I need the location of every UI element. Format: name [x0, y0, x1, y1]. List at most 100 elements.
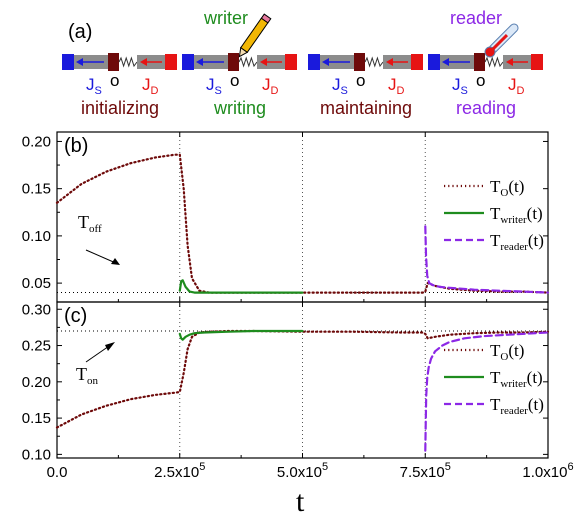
- source-arrowhead-3: [442, 58, 449, 66]
- spring-0: [118, 56, 138, 68]
- spring-2: [364, 56, 384, 68]
- js-label-3: JS: [452, 75, 468, 97]
- js-sub-2: S: [341, 85, 348, 97]
- y-tick-label-c-2: 0.20: [22, 374, 51, 391]
- legend-suffix-b-1: (t): [527, 204, 543, 223]
- x-axis-label: t: [296, 485, 305, 517]
- series-c-0: [55, 329, 550, 429]
- probe-label-3: reader: [450, 8, 502, 28]
- pencil-tip: [238, 46, 249, 58]
- legend-sub-b-0: O: [500, 187, 508, 199]
- y-tick-label-b-1: 0.10: [22, 228, 51, 245]
- series-c-1: [178, 329, 304, 341]
- drain-arrowhead-1: [260, 58, 267, 66]
- drain-arrowhead-3: [506, 58, 513, 66]
- t-on-sub: on: [87, 375, 99, 387]
- js-label-0: JS: [86, 75, 102, 97]
- jd-main-2: J: [388, 75, 397, 94]
- x-tick-label-1: 2.5x105: [154, 461, 205, 481]
- x-tick-label-main-2: 5.0x10: [277, 464, 322, 481]
- legend-suffix-c-0: (t): [508, 341, 524, 360]
- panel-c-series: [55, 329, 550, 452]
- source-arrowhead-2: [322, 58, 329, 66]
- drain-arrowhead-0: [140, 58, 147, 66]
- thermometer-icon: [484, 23, 519, 58]
- t-off-main: T: [78, 212, 89, 232]
- legend-entry-c-2: Treader(t): [490, 395, 544, 417]
- panel-b-label: (b): [64, 135, 88, 157]
- panel-c-legend: TO(t)Twriter(t)Treader(t): [444, 341, 544, 417]
- legend-sub-b-2: reader: [500, 241, 528, 253]
- o-label-0: o: [110, 71, 119, 90]
- drain-lead-3: [531, 54, 543, 70]
- jd-label-0: JD: [142, 75, 159, 97]
- js-main-2: J: [332, 75, 341, 94]
- series-b-0: [55, 153, 550, 294]
- thermometer-mercury: [490, 33, 509, 52]
- pencil-eraser: [260, 13, 272, 24]
- legend-main-b-2: T: [490, 231, 501, 250]
- panel-b-stage-dividers: [179, 132, 426, 302]
- stage-name-1: writing: [213, 98, 266, 118]
- panel-b-series: [55, 153, 550, 294]
- legend-suffix-c-1: (t): [527, 368, 543, 387]
- legend-main-c-2: T: [490, 395, 501, 414]
- spring-1: [238, 56, 258, 68]
- quantum-dot-0: [108, 53, 119, 71]
- o-label-1: o: [230, 71, 239, 90]
- y-tick-label-c-1: 0.15: [22, 410, 51, 427]
- js-sub-1: S: [215, 85, 222, 97]
- panel-c-y-axis: 0.10 0.15 0.20 0.25 0.30: [22, 301, 548, 463]
- drain-arrowhead-2: [386, 58, 393, 66]
- jd-sub-2: D: [397, 85, 405, 97]
- legend-main-c-1: T: [490, 368, 501, 387]
- stage-name-3: reading: [456, 98, 516, 118]
- js-main-0: J: [86, 75, 95, 94]
- panel-b-x-ticks: [56, 132, 549, 302]
- series-b-2: [424, 225, 550, 294]
- pencil-icon: [238, 13, 272, 58]
- y-tick-label-b-2: 0.15: [22, 181, 51, 198]
- quantum-dot-3: [474, 53, 485, 71]
- legend-main-c-0: T: [490, 341, 501, 360]
- x-tick-label-2: 5.0x105: [277, 461, 328, 481]
- jd-label-2: JD: [388, 75, 405, 97]
- source-lead-0: [62, 54, 74, 70]
- source-lead-3: [428, 54, 440, 70]
- js-label-2: JS: [332, 75, 348, 97]
- y-tick-label-b-3: 0.20: [22, 133, 51, 150]
- drain-lead-2: [411, 54, 423, 70]
- panel-b-legend: TO(t)Twriter(t)Treader(t): [444, 177, 544, 253]
- panel-b-chart: 0.050.100.150.20 (b) Toff TO(t)Twriter(t…: [22, 131, 550, 303]
- js-main-3: J: [452, 75, 461, 94]
- t-on-annotation: Ton: [76, 364, 99, 387]
- panel-b-y-axis: 0.05 0.10 0.15 0.20: [22, 133, 548, 292]
- panel-c-chart: 0.100.150.200.250.30 (c) Ton TO(t)Twrite…: [22, 301, 574, 517]
- x-tick-label-exp-4: 6: [567, 461, 573, 473]
- jd-main-3: J: [508, 75, 517, 94]
- jd-sub-3: D: [517, 85, 525, 97]
- y-tick-label-c-0: 0.10: [22, 446, 51, 463]
- source-lead-1: [182, 54, 194, 70]
- panel-c-stage-dividers: [179, 302, 426, 458]
- quantum-dot-1: [228, 53, 239, 71]
- legend-main-b-1: T: [490, 204, 501, 223]
- y-tick-label-b-0: 0.05: [22, 275, 51, 292]
- jd-main-0: J: [142, 75, 151, 94]
- legend-main-b-0: T: [490, 177, 501, 196]
- js-main-1: J: [206, 75, 215, 94]
- y-tick-label-c-4: 0.30: [22, 301, 51, 318]
- jd-sub-1: D: [271, 85, 279, 97]
- legend-entry-b-0: TO(t): [490, 177, 524, 199]
- x-tick-label-0: 0.0: [47, 464, 68, 481]
- quantum-dot-2: [354, 53, 365, 71]
- jd-label-1: JD: [262, 75, 279, 97]
- legend-entry-c-0: TO(t): [490, 341, 524, 363]
- panel-c-x-ticks: [56, 302, 549, 458]
